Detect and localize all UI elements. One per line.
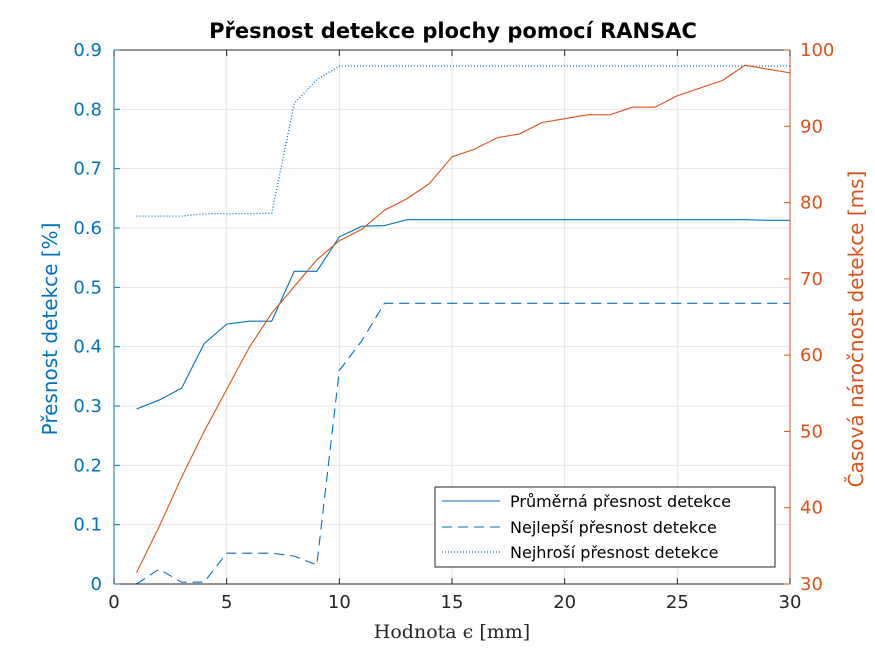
y-left-tick-label: 0.8: [73, 99, 102, 120]
series-line-1: [136, 302, 790, 585]
y-left-tick-label: 0.7: [73, 159, 102, 180]
legend: Průměrná přesnost detekce Nejlepší přesn…: [434, 486, 776, 568]
x-tick-label: 5: [221, 592, 232, 613]
series-layer: [136, 64, 791, 585]
x-axis-label: Hodnota ϵ [mm]: [374, 621, 530, 643]
y-right-tick-label: 60: [800, 345, 823, 366]
y-left-tick-label: 0.1: [73, 515, 102, 536]
series-line-2: [136, 65, 790, 217]
y-left-tick-label: 0.2: [73, 455, 102, 476]
x-tick-label: 30: [779, 592, 802, 613]
y-axis-right-label: Časová náročnost detekce [ms]: [844, 171, 868, 488]
y-left-tick-label: 0: [91, 574, 102, 595]
y-left-tick-label: 0.9: [73, 40, 102, 61]
series-line-3: [136, 64, 791, 573]
y-left-tick-label: 0.5: [73, 277, 102, 298]
y-left-tick-label: 0.3: [73, 396, 102, 417]
chart-title: Přesnost detekce plochy pomocí RANSAC: [209, 19, 697, 43]
x-tick-label: 15: [441, 592, 464, 613]
y-right-tick-label: 50: [800, 421, 823, 442]
x-tick-label: 0: [108, 592, 119, 613]
y-right-tick-label: 40: [800, 498, 823, 519]
legend-label-mean: Průměrná přesnost detekce: [510, 492, 731, 511]
y-right-tick-label: 90: [800, 116, 823, 137]
y-axis-left-label: Přesnost detekce [%]: [38, 223, 62, 436]
legend-label-best: Nejlepší přesnost detekce: [510, 518, 717, 537]
x-tick-label: 10: [328, 592, 351, 613]
y-right-tick-label: 30: [800, 574, 823, 595]
axes: 0 5 10 15 20 25 30 0 0.1 0.2 0.3 0.4 0.5 0.6 0.7 0.8 0.9…: [73, 40, 834, 613]
y-left-tick-label: 0.4: [73, 337, 102, 358]
y-left-tick-label: 0.6: [73, 218, 102, 239]
y-right-tick-label: 70: [800, 269, 823, 290]
y-right-tick-label: 80: [800, 193, 823, 214]
x-tick-label: 25: [666, 592, 689, 613]
series-line-0: [136, 219, 790, 410]
x-tick-label: 20: [553, 592, 576, 613]
legend-label-worst: Nejhroší přesnost detekce: [510, 543, 719, 562]
y-right-tick-label: 100: [800, 40, 834, 61]
